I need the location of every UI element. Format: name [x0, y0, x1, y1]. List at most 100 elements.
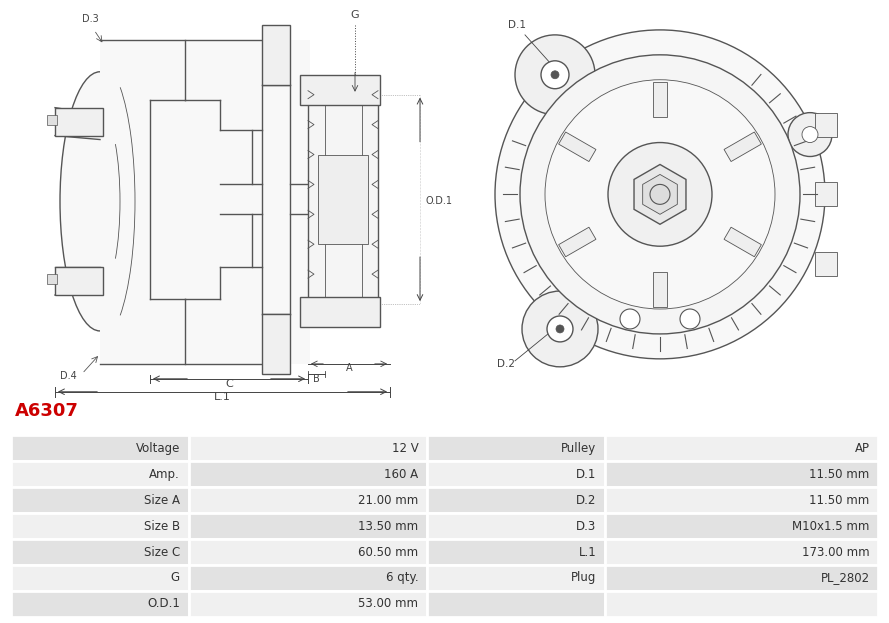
- Text: B: B: [313, 374, 320, 384]
- Text: O.D.1: O.D.1: [425, 196, 452, 206]
- Circle shape: [495, 30, 825, 359]
- Text: 11.50 mm: 11.50 mm: [809, 468, 869, 481]
- Text: 12 V: 12 V: [392, 442, 419, 455]
- Text: D.2: D.2: [497, 359, 515, 369]
- Text: D.2: D.2: [576, 493, 597, 506]
- Bar: [188, 591, 427, 617]
- Circle shape: [620, 309, 640, 329]
- Circle shape: [556, 325, 564, 333]
- Text: 160 A: 160 A: [384, 468, 419, 481]
- Polygon shape: [558, 227, 596, 257]
- Text: Size C: Size C: [144, 546, 180, 558]
- Circle shape: [515, 35, 595, 115]
- Bar: [427, 565, 605, 591]
- Bar: [188, 513, 427, 539]
- Bar: [47, 274, 57, 284]
- Text: Plug: Plug: [571, 571, 597, 584]
- Text: M10x1.5 mm: M10x1.5 mm: [792, 520, 869, 533]
- Text: PL_2802: PL_2802: [821, 571, 869, 584]
- Circle shape: [545, 80, 775, 309]
- Text: Amp.: Amp.: [149, 468, 180, 481]
- Bar: [188, 539, 427, 565]
- Polygon shape: [653, 272, 667, 307]
- Bar: [427, 461, 605, 487]
- Circle shape: [520, 55, 800, 334]
- Bar: [100, 40, 310, 364]
- Text: G: G: [350, 10, 359, 20]
- Polygon shape: [724, 227, 761, 257]
- Bar: [300, 75, 380, 105]
- Bar: [427, 539, 605, 565]
- Polygon shape: [724, 132, 761, 161]
- Bar: [188, 435, 427, 461]
- Circle shape: [650, 184, 670, 204]
- Bar: [427, 487, 605, 513]
- Bar: [427, 591, 605, 617]
- Circle shape: [541, 61, 569, 88]
- Bar: [815, 183, 837, 206]
- Text: 21.00 mm: 21.00 mm: [358, 493, 419, 506]
- Bar: [605, 539, 878, 565]
- Bar: [55, 108, 103, 136]
- Text: Pulley: Pulley: [561, 442, 597, 455]
- Circle shape: [551, 71, 559, 78]
- Text: C: C: [225, 379, 233, 389]
- Text: A6307: A6307: [15, 402, 79, 421]
- Text: Size B: Size B: [144, 520, 180, 533]
- Circle shape: [522, 291, 598, 367]
- Bar: [815, 113, 837, 136]
- Text: 60.50 mm: 60.50 mm: [358, 546, 419, 558]
- Bar: [11, 435, 188, 461]
- Circle shape: [680, 309, 700, 329]
- Text: 11.50 mm: 11.50 mm: [809, 493, 869, 506]
- Bar: [427, 435, 605, 461]
- Text: D.3: D.3: [82, 14, 99, 24]
- Text: 6 qty.: 6 qty.: [386, 571, 419, 584]
- Bar: [11, 565, 188, 591]
- Bar: [47, 115, 57, 125]
- Circle shape: [802, 126, 818, 143]
- Bar: [262, 314, 290, 374]
- Bar: [605, 565, 878, 591]
- Bar: [11, 539, 188, 565]
- Bar: [188, 487, 427, 513]
- Text: O.D.1: O.D.1: [147, 597, 180, 611]
- Bar: [605, 513, 878, 539]
- Polygon shape: [634, 164, 686, 224]
- Text: D.1: D.1: [508, 20, 526, 30]
- Text: D.4: D.4: [60, 371, 76, 381]
- Circle shape: [547, 316, 573, 342]
- Bar: [11, 591, 188, 617]
- Bar: [605, 591, 878, 617]
- Polygon shape: [653, 82, 667, 117]
- Bar: [11, 461, 188, 487]
- Polygon shape: [558, 132, 596, 161]
- Bar: [188, 461, 427, 487]
- Bar: [605, 487, 878, 513]
- Bar: [318, 155, 368, 244]
- Bar: [11, 513, 188, 539]
- Text: A: A: [346, 363, 352, 373]
- Text: D.1: D.1: [576, 468, 597, 481]
- Text: 53.00 mm: 53.00 mm: [358, 597, 419, 611]
- Text: G: G: [171, 571, 180, 584]
- Circle shape: [788, 113, 832, 156]
- Bar: [605, 461, 878, 487]
- Text: Voltage: Voltage: [135, 442, 180, 455]
- Bar: [262, 25, 290, 85]
- Text: D.3: D.3: [576, 520, 597, 533]
- Bar: [427, 513, 605, 539]
- Text: L.1: L.1: [213, 392, 230, 402]
- Text: 13.50 mm: 13.50 mm: [358, 520, 419, 533]
- Bar: [55, 267, 103, 295]
- Text: 173.00 mm: 173.00 mm: [802, 546, 869, 558]
- Bar: [815, 252, 837, 276]
- Bar: [308, 95, 378, 304]
- Text: Size A: Size A: [144, 493, 180, 506]
- Circle shape: [608, 143, 712, 246]
- Bar: [605, 435, 878, 461]
- Text: AP: AP: [854, 442, 869, 455]
- Polygon shape: [643, 174, 677, 214]
- Bar: [300, 297, 380, 327]
- Bar: [11, 487, 188, 513]
